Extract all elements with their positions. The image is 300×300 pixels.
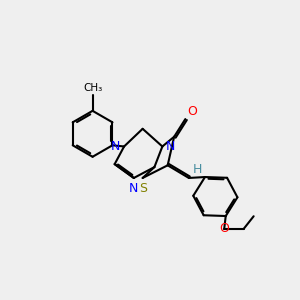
Text: H: H <box>192 163 202 176</box>
Text: N: N <box>166 140 176 153</box>
Text: N: N <box>111 140 120 153</box>
Text: CH₃: CH₃ <box>83 83 102 93</box>
Text: O: O <box>188 105 198 118</box>
Text: O: O <box>219 222 229 236</box>
Text: S: S <box>139 182 147 195</box>
Text: N: N <box>129 182 139 195</box>
